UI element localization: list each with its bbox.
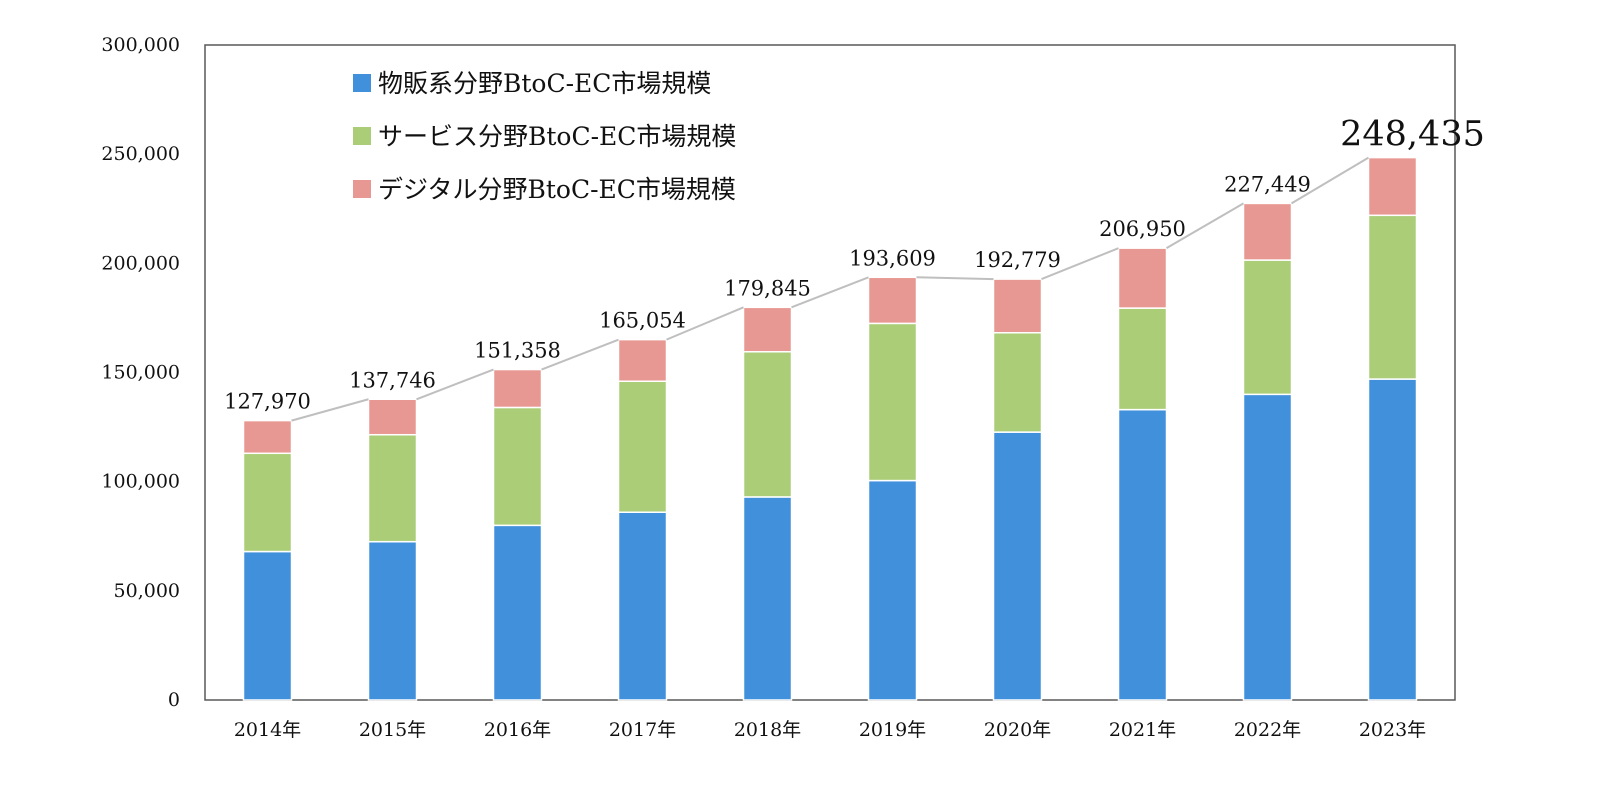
legend-swatch-services xyxy=(353,127,371,145)
bar-segment-goods-10 xyxy=(1367,378,1418,701)
x-tick-label: 2022年 xyxy=(1234,719,1301,741)
x-axis: 2014年 2015年 2016年 2017年 2018年 2019年 2020年 2021年… xyxy=(234,719,1426,741)
total-line-segment-9 xyxy=(1290,156,1370,205)
y-tick-label: 0 xyxy=(168,689,180,711)
x-tick-label: 2020年 xyxy=(984,719,1051,741)
total-labels: 127,970 137,746 151,358 165,054 179,845 193,6… xyxy=(224,115,1485,414)
bar-segment-services-10 xyxy=(1367,214,1418,380)
total-label-6: 193,609 xyxy=(849,246,936,270)
y-tick-label: 250,000 xyxy=(101,143,180,165)
legend-label-services: サービス分野BtoC-EC市場規模 xyxy=(378,122,736,151)
bar-segment-digital-6 xyxy=(867,276,918,325)
y-tick-label: 100,000 xyxy=(101,471,180,493)
bar-segment-digital-2 xyxy=(367,398,418,436)
x-tick-label: 2019年 xyxy=(859,719,926,741)
bar-segment-services-9 xyxy=(1242,259,1293,396)
bar-segment-goods-9 xyxy=(1242,393,1293,701)
bar-segment-digital-7 xyxy=(992,278,1043,334)
legend: 物販系分野BtoC-EC市場規模サービス分野BtoC-EC市場規模デジタル分野B… xyxy=(353,69,736,204)
x-tick-label: 2016年 xyxy=(484,719,551,741)
bar-segment-digital-3 xyxy=(492,368,543,409)
bar-segment-digital-5 xyxy=(742,306,793,353)
total-line-segment-5 xyxy=(791,276,869,309)
total-label-4: 165,054 xyxy=(599,309,686,333)
legend-swatch-digital xyxy=(353,180,371,198)
bar-stacks xyxy=(242,156,1418,701)
x-tick-label: 2017年 xyxy=(609,719,676,741)
x-tick-label: 2018年 xyxy=(734,719,801,741)
bar-segment-services-1 xyxy=(242,452,293,553)
total-line-segment-1 xyxy=(291,398,369,422)
bar-segment-goods-5 xyxy=(742,496,793,701)
legend-label-digital: デジタル分野BtoC-EC市場規模 xyxy=(378,175,736,204)
bar-segment-goods-3 xyxy=(492,524,543,701)
x-tick-label: 2021年 xyxy=(1109,719,1176,741)
bar-segment-services-8 xyxy=(1117,307,1168,411)
bar-segment-services-6 xyxy=(867,322,918,482)
bar-segment-services-4 xyxy=(617,380,668,513)
total-label-10: 248,435 xyxy=(1340,115,1485,155)
bar-segment-services-7 xyxy=(992,332,1043,433)
legend-label-goods: 物販系分野BtoC-EC市場規模 xyxy=(378,69,711,98)
x-tick-label: 2015年 xyxy=(359,719,426,741)
total-label-3: 151,358 xyxy=(474,339,561,363)
total-label-7: 192,779 xyxy=(974,248,1061,272)
total-line-segment-3 xyxy=(541,338,619,371)
total-line-segment-2 xyxy=(416,368,494,401)
x-tick-label: 2014年 xyxy=(234,719,301,741)
y-tick-label: 150,000 xyxy=(101,362,180,384)
bar-segment-digital-4 xyxy=(617,338,668,382)
y-axis: 0 50,000 100,000 150,000 200,000 250,000 300,0… xyxy=(101,34,180,711)
bar-segment-goods-8 xyxy=(1117,408,1168,701)
bar-segment-goods-4 xyxy=(617,511,668,701)
total-label-2: 137,746 xyxy=(349,368,436,392)
y-tick-label: 50,000 xyxy=(114,580,180,602)
bar-segment-digital-1 xyxy=(242,419,293,455)
bar-segment-goods-1 xyxy=(242,550,293,701)
total-label-8: 206,950 xyxy=(1099,217,1186,241)
legend-swatch-goods xyxy=(353,74,371,92)
bar-segment-digital-10 xyxy=(1367,156,1418,217)
total-line-segment-4 xyxy=(666,306,744,341)
bar-segment-services-3 xyxy=(492,406,543,527)
plot-area xyxy=(204,44,1456,701)
total-label-9: 227,449 xyxy=(1224,172,1311,196)
bar-segment-goods-7 xyxy=(992,431,1043,701)
plot-border xyxy=(204,44,1456,701)
total-line-segment-7 xyxy=(1041,247,1119,281)
bar-segment-services-2 xyxy=(367,433,418,543)
bar-segment-digital-9 xyxy=(1242,202,1293,261)
x-tick-label: 2023年 xyxy=(1359,719,1426,741)
bar-segment-services-5 xyxy=(742,351,793,498)
bar-segment-goods-2 xyxy=(367,540,418,701)
bar-segment-goods-6 xyxy=(867,479,918,701)
bar-segment-digital-8 xyxy=(1117,247,1168,309)
total-label-5: 179,845 xyxy=(724,276,811,300)
total-label-1: 127,970 xyxy=(224,390,311,414)
y-tick-label: 200,000 xyxy=(101,252,180,274)
total-line-segment-8 xyxy=(1165,202,1245,250)
total-trend-line xyxy=(291,156,1370,422)
total-line-segment-6 xyxy=(916,276,994,281)
y-tick-label: 300,000 xyxy=(101,34,180,56)
